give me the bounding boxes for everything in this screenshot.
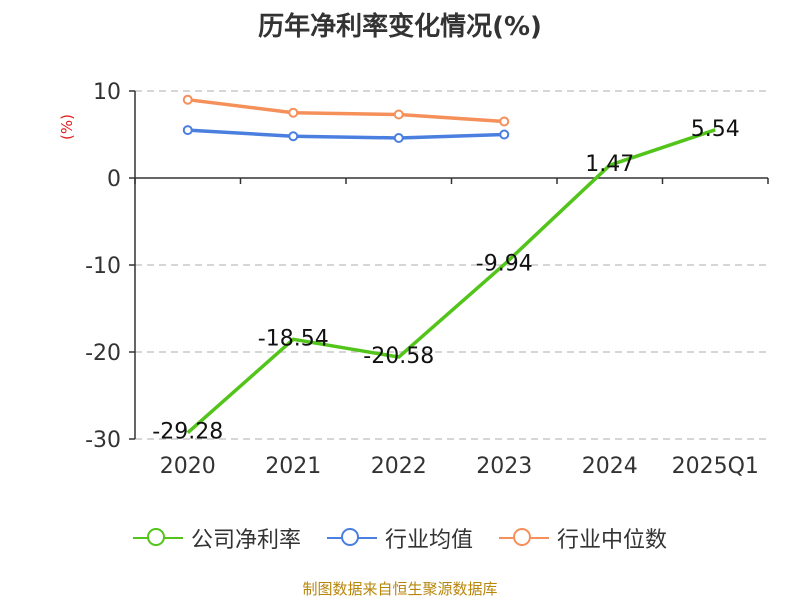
legend-item-industry-median[interactable]: 行业中位数 [499, 522, 667, 554]
series-point [182, 125, 193, 136]
series-point [288, 131, 299, 142]
x-tick-label: 2025Q1 [672, 454, 759, 479]
series-point [393, 132, 404, 143]
data-label: -9.94 [476, 251, 533, 276]
data-label: 5.54 [691, 117, 740, 142]
data-source-footer: 制图数据来自恒生聚源数据库 [302, 580, 498, 598]
series-point [499, 129, 510, 140]
series-point [499, 116, 510, 127]
x-tick-label: 2021 [265, 454, 321, 479]
x-tick-label: 2020 [160, 454, 216, 479]
series-line [187, 97, 505, 124]
data-label: -29.28 [152, 420, 223, 445]
data-label: -18.54 [258, 326, 329, 351]
chart-title: 历年净利率变化情况(%) [258, 12, 542, 42]
x-tick-label: 2022 [371, 454, 427, 479]
legend-label: 行业均值 [384, 528, 473, 553]
y-tick-label: 0 [107, 167, 121, 192]
x-tick-label: 2023 [476, 454, 532, 479]
legend-marker-icon [499, 528, 549, 548]
y-tick-label: 10 [93, 80, 121, 105]
legend-marker-icon [326, 528, 377, 548]
series-line [187, 128, 505, 140]
y-tick-label: -10 [85, 254, 121, 279]
legend-item-company[interactable]: 公司净利率 [132, 522, 301, 554]
series-point [182, 94, 193, 105]
x-tick-label: 2024 [582, 454, 638, 479]
legend-item-industry-average[interactable]: 行业均值 [326, 522, 473, 554]
series-point [393, 109, 404, 120]
y-tick-label: -30 [85, 428, 121, 453]
legend-label: 公司净利率 [190, 528, 301, 553]
legend-marker-icon [132, 528, 183, 548]
series-point [288, 107, 299, 118]
data-label: 1.47 [585, 152, 634, 177]
y-tick-label: -20 [85, 341, 121, 366]
data-label: -20.58 [363, 344, 434, 369]
legend-label: 行业中位数 [557, 528, 668, 553]
series-line [186, 128, 716, 435]
chart-legend: 公司净利率 行业均值 行业中位数 [0, 522, 800, 554]
